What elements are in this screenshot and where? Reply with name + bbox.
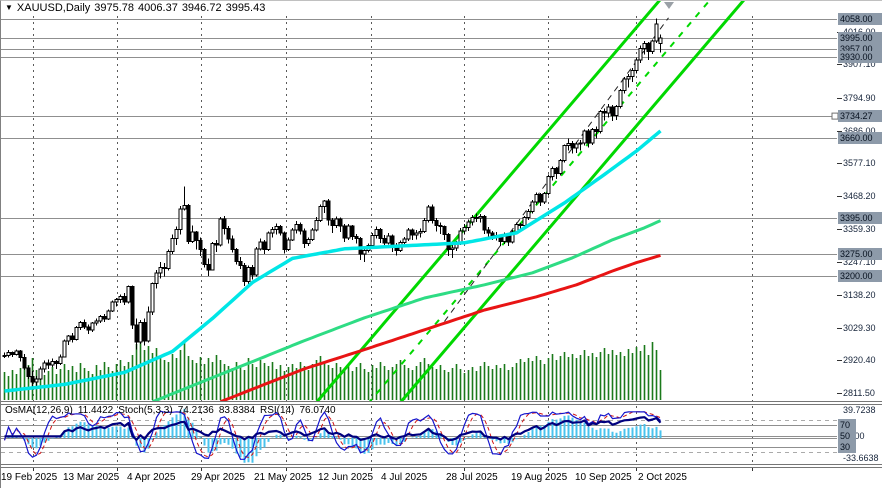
price-axis-tick-label: 3247.10 (843, 257, 876, 267)
price-level-badge: 3395.00 (838, 212, 882, 224)
price-axis-tick-label: 3794.90 (843, 93, 876, 103)
rsi-line (4, 416, 662, 442)
sr-lines[interactable] (1, 19, 837, 277)
time-axis-label: 28 Jul 2025 (446, 472, 498, 483)
ma-lines[interactable] (4, 129, 662, 402)
price-level-badge: 4058.00 (838, 13, 882, 25)
stoch-main-value: 74.2136 (177, 405, 214, 416)
time-axis-label: 13 Mar 2025 (63, 472, 120, 483)
price-axis-tick-label: 3138.20 (843, 290, 876, 300)
osma-value: 11.4422 (77, 405, 114, 416)
indicator-series (3, 408, 662, 463)
time-axis-label: 2 Oct 2025 (638, 472, 687, 483)
panel-separator-bottom[interactable] (1, 464, 882, 468)
price-axis-tick-label: 2811.50 (843, 388, 875, 398)
price-axis-tick-label: 3686.00 (843, 126, 876, 136)
price-level-badge: 3734.27 (838, 110, 882, 122)
ma-fast-cyan (4, 129, 662, 393)
price-axis-tick-label: 3907.10 (843, 59, 876, 69)
price-axis-tick-label: 3029.30 (843, 323, 876, 333)
ma-mid-green (151, 219, 662, 402)
indicator-axis-max-label: 39.7238 (843, 405, 876, 415)
price-level-badge: 3930.00 (838, 51, 882, 63)
panel-separator-top[interactable] (1, 401, 882, 405)
expand-triangle-icon[interactable]: ▼ (5, 3, 13, 12)
stoch-name: Stoch(5,3,3) (118, 405, 173, 416)
time-axis-label: 12 Jun 2025 (318, 472, 374, 483)
ohlc-close: 3995.43 (225, 2, 266, 14)
rsi-value: 76.0740 (299, 405, 336, 416)
price-axis-tick-label: 3468.20 (843, 191, 876, 201)
chart-title: ▼ XAUUSD,Daily 3975.78 4006.37 3946.72 3995.4… (5, 2, 269, 15)
indicator-legend: OsMA(12,26,9) 11.4422 Stoch(5,3,3) 74.2136 8… (5, 405, 341, 416)
stoch-signal-value: 83.8384 (218, 405, 256, 416)
indicator-level-badge: 30 (838, 441, 856, 453)
price-level-badge: 3995.00 (838, 32, 882, 44)
candles-series (2, 18, 663, 387)
indicator-level-badge: 50 (838, 430, 856, 442)
symbol-period-label: XAUUSD,Daily (16, 2, 91, 14)
volume-series (3, 338, 662, 400)
price-level-badge: 3660.00 (838, 132, 882, 144)
price-axis-tick-label: 3577.10 (843, 158, 876, 168)
osma-name: OsMA(12,26,9) (5, 405, 73, 416)
grid-lines (33, 16, 753, 463)
price-level-badge: 3275.00 (838, 248, 882, 260)
indicator-axis-min-label: -33.6638 (843, 453, 879, 463)
rsi-name: RSI(14) (260, 405, 295, 416)
time-axis-label: 29 Apr 2025 (191, 472, 245, 483)
ohlc-low: 3946.72 (181, 2, 222, 14)
time-axis-label: 10 Sep 2025 (575, 472, 632, 483)
time-axis-label: 21 May 2025 (254, 472, 312, 483)
price-axis-tick-label: 3359.30 (843, 224, 876, 234)
ohlc-high: 4006.37 (138, 2, 178, 14)
price-level-badge: 3200.00 (838, 270, 882, 282)
time-axis-label: 19 Aug 2025 (511, 472, 568, 483)
time-axis-label: 4 Jul 2025 (381, 472, 428, 483)
price-axis-tick-label: 2920.40 (843, 355, 876, 365)
time-axis-label: 19 Feb 2025 (1, 472, 58, 483)
ma-slow-red (219, 253, 661, 402)
indicator-level-badge: 70 (838, 419, 856, 431)
ohlc-open: 3975.78 (94, 2, 135, 14)
time-axis-label: 4 Apr 2025 (127, 472, 176, 483)
arrow-down-marker[interactable] (664, 2, 674, 9)
stoch-main-line (3, 410, 661, 460)
